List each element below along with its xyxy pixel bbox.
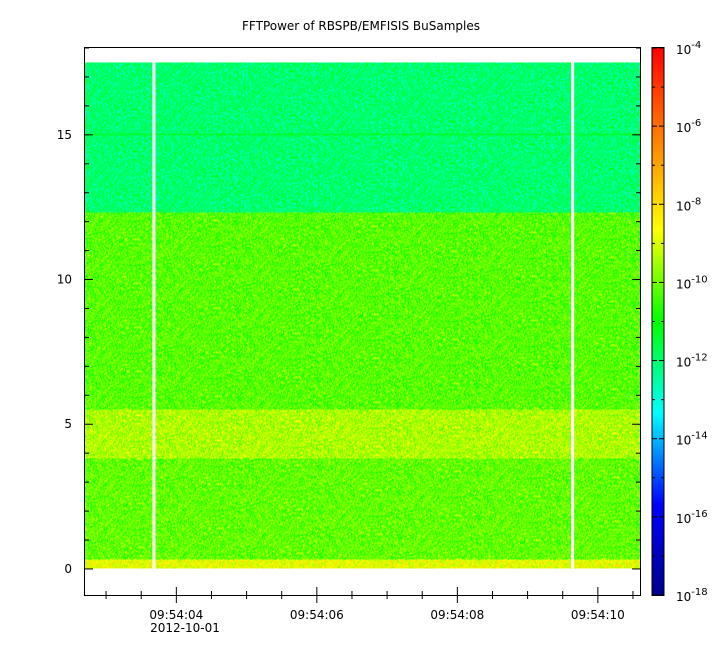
colorbar-tick-label: 10-10 [676,274,708,291]
colorbar-tick-exponent: -10 [691,274,707,285]
colorbar-tick-exponent: -18 [691,587,707,598]
colorbar-gradient [652,47,664,596]
colorbar-tick-base: 10 [676,277,691,291]
colorbar-tick-base: 10 [676,199,691,213]
spectrogram-image [85,62,640,569]
x-tick-label: 09:54:06 [290,608,344,622]
colorbar-tick-base: 10 [676,512,691,526]
y-tick-label: 10 [57,273,72,287]
colorbar-tick-exponent: -16 [691,509,707,520]
colorbar-tick-base: 10 [676,434,691,448]
plot-area [84,47,641,596]
x-axis-date-label: 2012-10-01 [150,621,220,635]
colorbar-tick-label: 10-4 [676,40,701,57]
colorbar-tick-label: 10-18 [676,587,708,604]
colorbar-tick-exponent: -12 [691,353,707,364]
colorbar-tick-exponent: -8 [691,196,701,207]
y-tick-label: 5 [64,417,72,431]
x-tick-label: 09:54:08 [430,608,484,622]
colorbar-tick-exponent: -6 [691,118,701,129]
y-axis: 0 5 10 15 [57,47,640,576]
colorbar-tick-label: 10-6 [676,118,701,135]
colorbar-tick-label: 10-16 [676,509,708,526]
colorbar-tick-label: 10-12 [676,353,708,370]
colorbar-tick-exponent: -14 [691,431,707,442]
heatmap-layer [85,62,640,569]
colorbar-tick-base: 10 [676,121,691,135]
plot-frame [84,47,641,596]
data-gap [152,62,156,569]
x-tick-label: 09:54:04 [149,608,203,622]
x-axis: 09:54:04 09:54:06 09:54:08 09:54:10 [105,587,634,622]
colorbar-tick-label: 10-14 [676,431,708,448]
colorbar-tick-base: 10 [676,43,691,57]
chart-title: FFTPower of RBSPB/EMFISIS BuSamples [242,19,480,33]
colorbar-tick-label: 10-8 [676,196,701,213]
colorbar-tick-exponent: -4 [691,40,701,51]
colorbar-tick-base: 10 [676,590,691,604]
y-tick-label: 0 [64,562,72,576]
colorbar-tick-base: 10 [676,356,691,370]
data-gap [571,62,575,569]
x-tick-label: 09:54:10 [571,608,625,622]
y-tick-label: 15 [57,128,72,142]
